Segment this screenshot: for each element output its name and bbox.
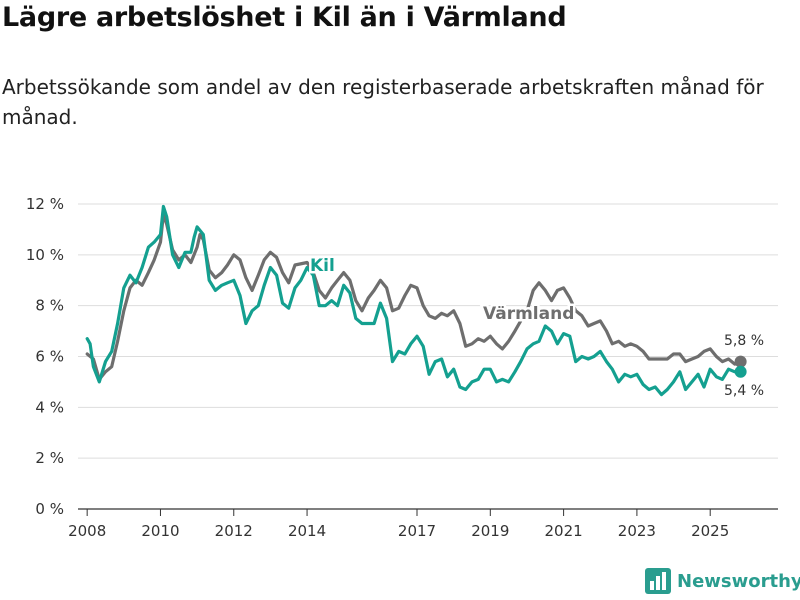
x-tick-label: 2019 — [471, 522, 509, 540]
end-point-kil — [734, 365, 747, 378]
x-tick-label: 2014 — [288, 522, 326, 540]
x-tick-label: 2012 — [215, 522, 253, 540]
x-tick-label: 2021 — [545, 522, 583, 540]
bar-chart-logo-icon — [645, 568, 671, 594]
end-value-label-varmland: 5,8 % — [724, 333, 764, 349]
y-tick-label: 4 % — [35, 398, 64, 416]
y-tick-label: 10 % — [26, 246, 64, 264]
series-lines — [85, 204, 747, 397]
series-label-kil: Kil — [310, 256, 335, 276]
y-tick-label: 0 % — [35, 500, 64, 518]
end-value-label-kil: 5,4 % — [724, 383, 764, 399]
brand-logo: Newsworthy — [645, 568, 800, 594]
axes: 0 % 2 % 4 % 6 % 8 % 10 % 12 % 2008 2010 2012 2014 2… — [26, 195, 729, 540]
series-line-kil — [85, 204, 743, 397]
x-tick-label: 2023 — [618, 522, 656, 540]
end-point-varmland — [734, 355, 747, 368]
x-tick-label: 2010 — [141, 522, 179, 540]
x-tick-label: 2008 — [68, 522, 106, 540]
series-labels: Värmland Kil 5,8 % 5,4 % — [308, 254, 765, 400]
brand-name: Newsworthy — [677, 570, 800, 592]
y-tick-label: 2 % — [35, 449, 64, 467]
series-label-varmland: Värmland — [483, 304, 574, 324]
chart-title: Lägre arbetslöshet i Kil än i Värmland — [2, 2, 567, 33]
y-tick-label: 8 % — [35, 297, 64, 315]
x-tick-label: 2025 — [691, 522, 729, 540]
x-tick-label: 2017 — [398, 522, 436, 540]
y-tick-label: 12 % — [26, 195, 64, 213]
chart-subtitle: Arbetssökande som andel av den registerb… — [2, 75, 764, 129]
grid-lines — [78, 203, 778, 510]
y-tick-label: 6 % — [35, 348, 64, 366]
series-line-varmland — [85, 212, 743, 381]
line-chart: 0 % 2 % 4 % 6 % 8 % 10 % 12 % 2008 2010 2012 2014 2… — [26, 195, 778, 540]
